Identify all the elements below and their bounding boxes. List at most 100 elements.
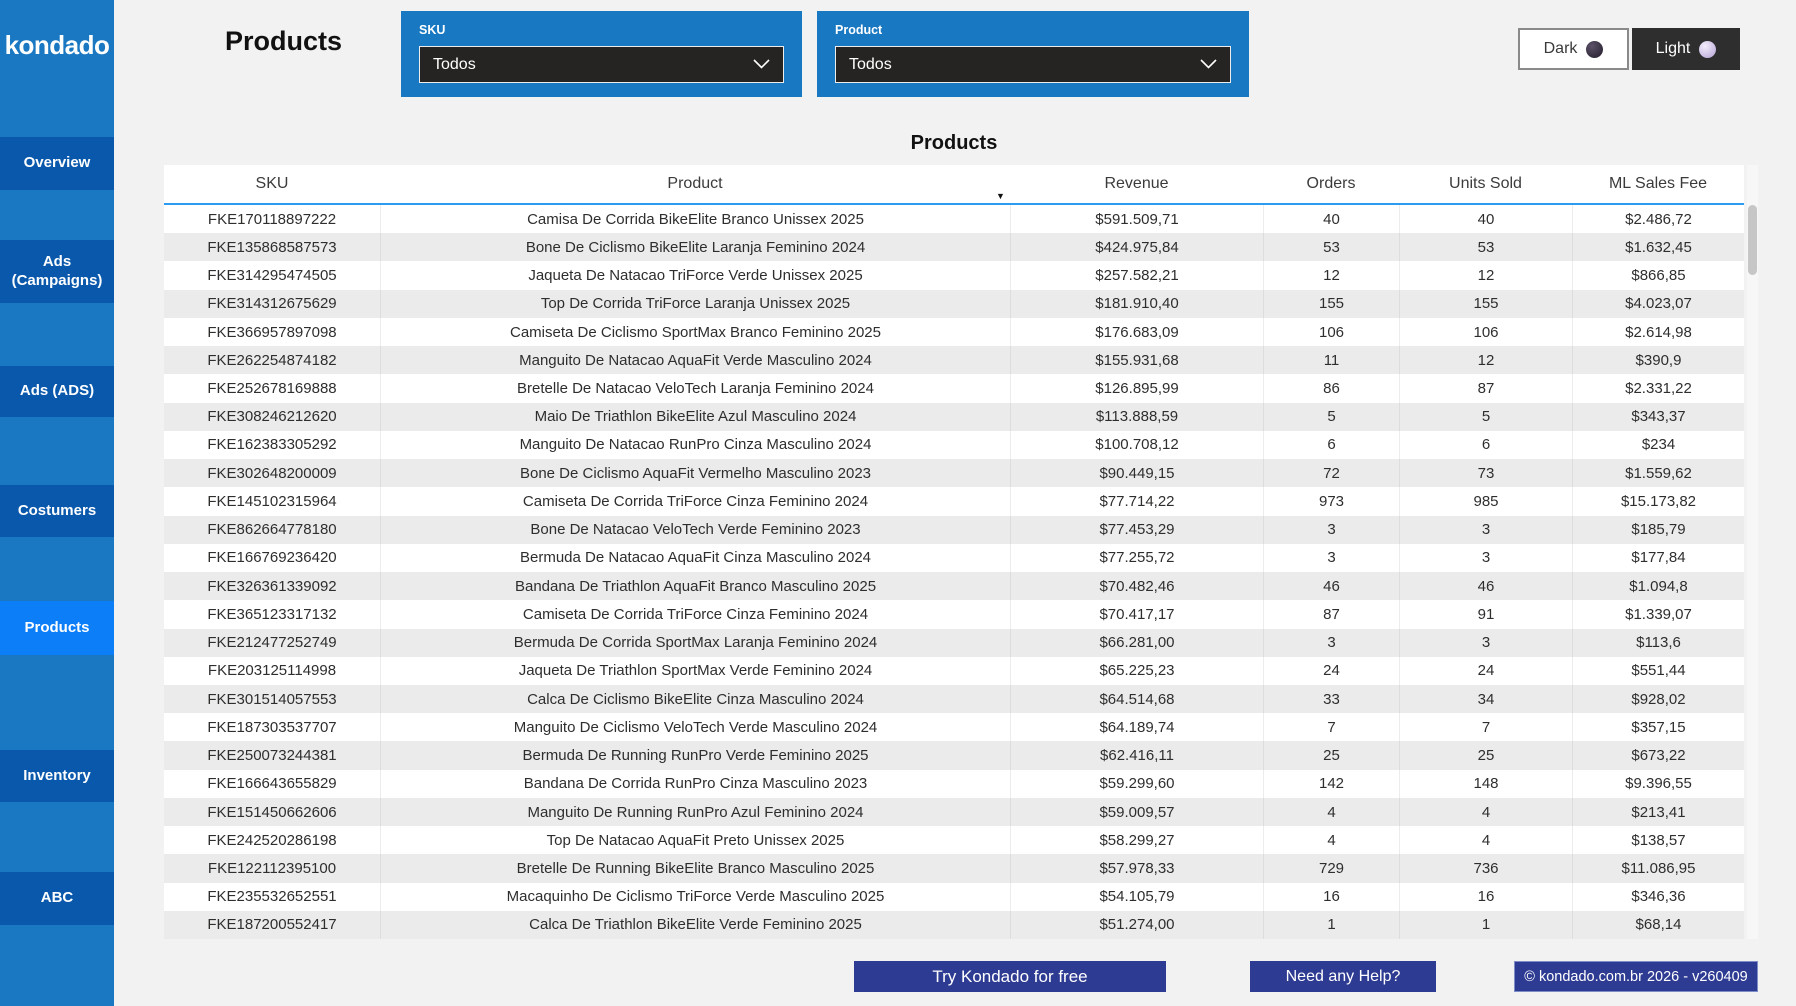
table-row[interactable]: FKE262254874182 Manguito De Natacao AquaF… <box>164 346 1744 375</box>
cell-fee: $1.094,8 <box>1572 572 1744 601</box>
cell-sku: FKE308246212620 <box>207 408 337 426</box>
table-row[interactable]: FKE203125114998 Jaqueta De Triathlon Spor… <box>164 656 1744 685</box>
cell-product: Bone De Ciclismo AquaFit Vermelho Mascul… <box>380 459 1010 488</box>
light-theme-button[interactable]: Light <box>1632 28 1740 70</box>
cell-revenue: $65.225,23 <box>1010 656 1263 685</box>
table-row[interactable]: FKE235532652551 Macaquinho De Ciclismo Tr… <box>164 882 1744 911</box>
table-row[interactable]: FKE187303537707 Manguito De Ciclismo Velo… <box>164 713 1744 742</box>
cell-fee: $213,41 <box>1572 797 1744 827</box>
scrollbar-thumb[interactable] <box>1748 205 1757 275</box>
sidebar-item-ads-ads[interactable]: Ads (ADS) <box>0 366 114 417</box>
table-row[interactable]: FKE314312675629 Top De Corrida TriForce L… <box>164 289 1744 318</box>
table-row[interactable]: FKE308246212620 Maio De Triathlon BikeEli… <box>164 402 1744 431</box>
table-row[interactable]: FKE166769236420 Bermuda De Natacao AquaFi… <box>164 543 1744 573</box>
table-row[interactable]: FKE301514057553 Calca De Ciclismo BikeEli… <box>164 684 1744 714</box>
table-row[interactable]: FKE135868587573 Bone De Ciclismo BikeElit… <box>164 233 1744 262</box>
sku-filter-dropdown[interactable]: Todos <box>419 46 784 83</box>
cell-fee: $673,22 <box>1572 741 1744 770</box>
cell-sku: FKE145102315964 <box>207 492 337 510</box>
cell-units: 53 <box>1399 233 1572 262</box>
chevron-down-icon <box>1200 56 1217 74</box>
table-row[interactable]: FKE365123317132 Camiseta De Corrida TriFo… <box>164 600 1744 629</box>
cell-product: Bone De Natacao VeloTech Verde Feminino … <box>380 515 1010 544</box>
table-body: FKE170118897222 Camisa De Corrida BikeEli… <box>164 205 1744 940</box>
cell-product: Camiseta De Ciclismo SportMax Branco Fem… <box>380 317 1010 347</box>
table-row[interactable]: FKE212477252749 Bermuda De Corrida SportM… <box>164 628 1744 657</box>
column-header-ml-sales-fee[interactable]: ML Sales Fee <box>1608 175 1708 192</box>
table-row[interactable]: FKE166643655829 Bandana De Corrida RunPro… <box>164 769 1744 798</box>
sidebar-item-products[interactable]: Products <box>0 601 114 655</box>
cell-revenue: $64.514,68 <box>1010 684 1263 714</box>
cell-product: Manguito De Natacao RunPro Cinza Masculi… <box>380 430 1010 460</box>
cell-orders: 40 <box>1263 205 1399 234</box>
sidebar-item-costumers[interactable]: Costumers <box>0 485 114 537</box>
table-row[interactable]: FKE170118897222 Camisa De Corrida BikeEli… <box>164 205 1744 234</box>
cell-product: Manguito De Running RunPro Azul Feminino… <box>380 797 1010 827</box>
light-theme-label: Light <box>1655 40 1691 57</box>
column-header-orders[interactable]: Orders <box>1306 175 1356 192</box>
table-row[interactable]: FKE326361339092 Bandana De Triathlon Aqua… <box>164 572 1744 601</box>
cell-product: Jaqueta De Natacao TriForce Verde Unisse… <box>380 261 1010 290</box>
cell-sku: FKE314295474505 <box>207 267 337 285</box>
column-header-revenue[interactable]: Revenue <box>1104 175 1169 192</box>
cell-sku: FKE326361339092 <box>207 577 337 595</box>
cell-revenue: $181.910,40 <box>1010 289 1263 318</box>
table-row[interactable]: FKE162383305292 Manguito De Natacao RunPr… <box>164 430 1744 460</box>
table-title: Products <box>910 132 998 154</box>
cell-fee: $2.331,22 <box>1572 374 1744 403</box>
product-filter-dropdown[interactable]: Todos <box>835 46 1231 83</box>
kondado-logo: kondado <box>4 30 110 60</box>
table-row[interactable]: FKE302648200009 Bone De Ciclismo AquaFit … <box>164 459 1744 488</box>
cell-units: 985 <box>1399 487 1572 516</box>
table-row[interactable]: FKE366957897098 Camiseta De Ciclismo Spor… <box>164 317 1744 347</box>
table-row[interactable]: FKE145102315964 Camiseta De Corrida TriFo… <box>164 487 1744 516</box>
table-row[interactable]: FKE187200552417 Calca De Triathlon BikeEl… <box>164 910 1744 940</box>
column-header-units-sold[interactable]: Units Sold <box>1449 175 1522 192</box>
table-scrollbar <box>1747 165 1758 939</box>
cell-sku: FKE135868587573 <box>207 238 337 256</box>
column-header-product[interactable]: Product <box>667 175 723 192</box>
table-row[interactable]: FKE314295474505 Jaqueta De Natacao TriFor… <box>164 261 1744 290</box>
products-table: SKU Product Revenue Orders Units Sold ML… <box>164 165 1744 940</box>
dark-theme-button[interactable]: Dark <box>1518 28 1629 70</box>
cell-units: 87 <box>1399 374 1572 403</box>
cell-orders: 5 <box>1263 402 1399 431</box>
sidebar-item-ads-campaigns[interactable]: Ads (Campaigns) <box>0 240 114 303</box>
cell-fee: $866,85 <box>1572 261 1744 290</box>
table-row[interactable]: FKE252678169888 Bretelle De Natacao VeloT… <box>164 374 1744 403</box>
cell-product: Bermuda De Natacao AquaFit Cinza Masculi… <box>380 543 1010 573</box>
cell-revenue: $57.978,33 <box>1010 854 1263 883</box>
cell-revenue: $54.105,79 <box>1010 882 1263 911</box>
cell-product: Bandana De Triathlon AquaFit Branco Masc… <box>380 572 1010 601</box>
need-help-button[interactable]: Need any Help? <box>1250 961 1436 992</box>
cell-revenue: $59.009,57 <box>1010 797 1263 827</box>
cell-revenue: $62.416,11 <box>1010 741 1263 770</box>
cell-units: 4 <box>1399 797 1572 827</box>
column-header-sku[interactable]: SKU <box>255 175 289 192</box>
cell-sku: FKE187303537707 <box>207 718 337 736</box>
cell-units: 25 <box>1399 741 1572 770</box>
cell-sku: FKE366957897098 <box>207 323 337 341</box>
cell-units: 46 <box>1399 572 1572 601</box>
sku-filter-value: Todos <box>433 55 476 73</box>
table-row[interactable]: FKE122112395100 Bretelle De Running BikeE… <box>164 854 1744 883</box>
cell-revenue: $77.453,29 <box>1010 515 1263 544</box>
cell-units: 12 <box>1399 261 1572 290</box>
cell-product: Bretelle De Natacao VeloTech Laranja Fem… <box>380 374 1010 403</box>
sidebar-item-abc[interactable]: ABC <box>0 872 114 925</box>
cell-revenue: $59.299,60 <box>1010 769 1263 798</box>
cell-fee: $185,79 <box>1572 515 1744 544</box>
table-row[interactable]: FKE242520286198 Top De Natacao AquaFit Pr… <box>164 826 1744 855</box>
cell-orders: 3 <box>1263 515 1399 544</box>
chevron-down-icon <box>753 56 770 74</box>
cell-sku: FKE314312675629 <box>207 295 337 313</box>
table-row[interactable]: FKE151450662606 Manguito De Running RunPr… <box>164 797 1744 827</box>
try-kondado-button[interactable]: Try Kondado for free <box>854 961 1166 992</box>
sidebar-item-inventory[interactable]: Inventory <box>0 750 114 802</box>
table-row[interactable]: FKE250073244381 Bermuda De Running RunPro… <box>164 741 1744 770</box>
copyright-version-button[interactable]: © kondado.com.br 2026 - v260409 <box>1514 961 1758 992</box>
table-row[interactable]: FKE862664778180 Bone De Natacao VeloTech … <box>164 515 1744 544</box>
cell-fee: $138,57 <box>1572 826 1744 855</box>
sidebar-item-overview[interactable]: Overview <box>0 137 114 190</box>
cell-product: Camiseta De Corrida TriForce Cinza Femin… <box>380 600 1010 629</box>
